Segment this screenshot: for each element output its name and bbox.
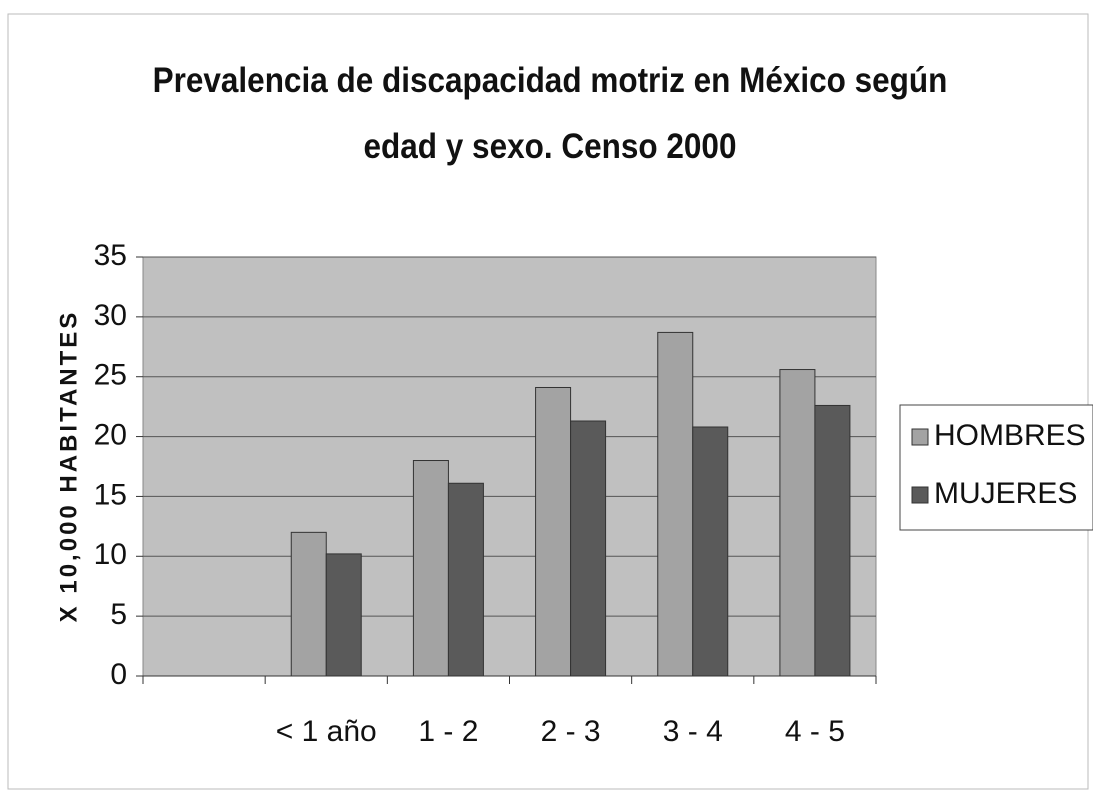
bar [779,369,816,677]
legend-swatch [911,486,929,504]
bar [692,426,729,677]
x-tick-label: < 1 año [276,715,377,748]
y-tick-label: 0 [110,658,127,691]
bar [535,386,572,677]
y-tick-label: 30 [94,299,127,332]
bar [290,531,327,677]
legend-label: MUJERES [934,477,1077,510]
chart-title: Prevalencia de discapacidad motriz en Mé… [152,61,948,166]
bar [570,420,607,677]
legend-swatch [911,428,929,446]
x-tick-label: 2 - 3 [541,715,601,748]
x-tick-label: 4 - 5 [785,715,845,748]
y-tick-label: 5 [110,598,127,631]
legend-box [899,404,1093,531]
y-axis-label: X 10,000 HABITANTES [55,310,82,623]
y-tick-label: 10 [94,538,127,571]
y-tick-label: 15 [94,478,127,511]
bar [814,404,851,677]
bar [447,482,484,677]
y-tick-label: 35 [94,239,127,272]
x-tick-label: 1 - 2 [418,715,478,748]
bar [325,553,362,677]
y-tick-label: 25 [94,359,127,392]
chart-border [7,13,1089,790]
bar [657,331,694,677]
bar [412,460,449,677]
x-tick-label: 3 - 4 [663,715,723,748]
plot-area [142,256,877,677]
legend-label: HOMBRES [934,419,1086,452]
y-tick-label: 20 [94,418,127,451]
